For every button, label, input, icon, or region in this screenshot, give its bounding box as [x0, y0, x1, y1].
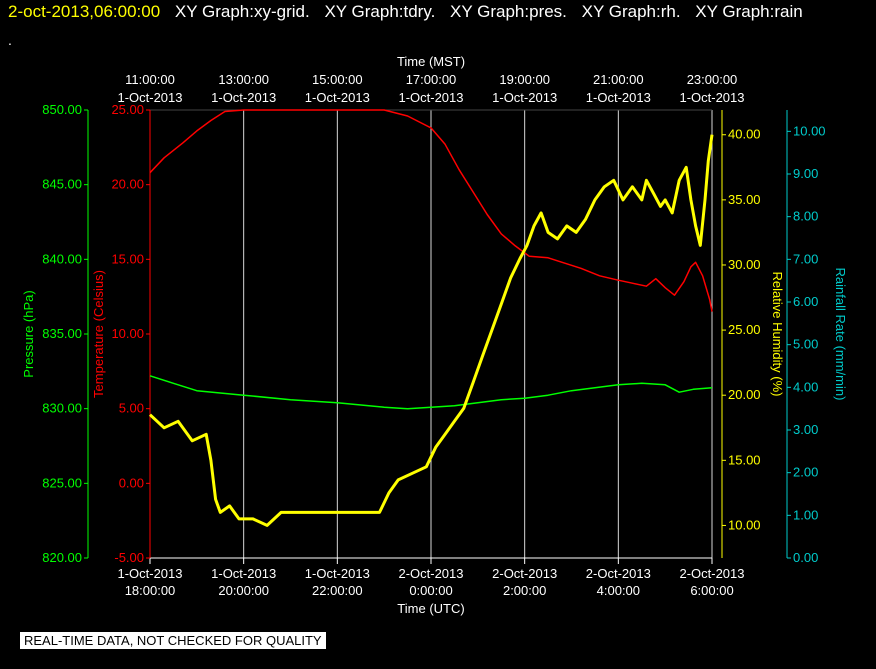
rain-tick-label: 2.00	[793, 465, 818, 480]
rain-tick-label: 0.00	[793, 550, 818, 565]
mst-tick-time: 23:00:00	[687, 72, 738, 87]
header-dot: .	[8, 32, 12, 48]
temperature-tick-label: 10.00	[111, 326, 144, 341]
rain-tick-label: 6.00	[793, 294, 818, 309]
x-axis-bottom-label: Time (UTC)	[397, 601, 464, 616]
graph-title-tdry: XY Graph:tdry.	[324, 2, 436, 21]
utc-tick-time: 20:00:00	[218, 583, 269, 598]
pressure-axis-label: Pressure (hPa)	[21, 290, 36, 377]
rain-tick-label: 7.00	[793, 251, 818, 266]
humidity-tick-label: 25.00	[728, 322, 761, 337]
temperature-axis-label: Temperature (Celsius)	[91, 270, 106, 398]
mst-tick-date: 1-Oct-2013	[211, 90, 276, 105]
utc-tick-date: 2-Oct-2013	[398, 566, 463, 581]
humidity-tick-label: 20.00	[728, 387, 761, 402]
mst-tick-date: 1-Oct-2013	[586, 90, 651, 105]
pressure-tick-label: 835.00	[42, 326, 82, 341]
utc-tick-date: 2-Oct-2013	[492, 566, 557, 581]
mst-tick-time: 19:00:00	[499, 72, 550, 87]
utc-tick-date: 2-Oct-2013	[586, 566, 651, 581]
utc-tick-time: 18:00:00	[125, 583, 176, 598]
pressure-tick-label: 840.00	[42, 251, 82, 266]
rain-tick-label: 4.00	[793, 379, 818, 394]
rain-tick-label: 10.00	[793, 123, 826, 138]
timestamp: 2-oct-2013,06:00:00	[8, 2, 161, 21]
rain-tick-label: 5.00	[793, 337, 818, 352]
rain-tick-label: 3.00	[793, 422, 818, 437]
temperature-tick-label: -5.00	[114, 550, 144, 565]
mst-tick-date: 1-Oct-2013	[305, 90, 370, 105]
mst-tick-date: 1-Oct-2013	[679, 90, 744, 105]
rain-axis-label: Rainfall Rate (mm/min)	[833, 268, 848, 401]
mst-tick-time: 21:00:00	[593, 72, 644, 87]
x-axis-top-label: Time (MST)	[397, 54, 465, 69]
mst-tick-date: 1-Oct-2013	[117, 90, 182, 105]
pressure-tick-label: 825.00	[42, 475, 82, 490]
humidity-tick-label: 10.00	[728, 517, 761, 532]
mst-tick-date: 1-Oct-2013	[492, 90, 557, 105]
humidity-tick-label: 40.00	[728, 127, 761, 142]
temperature-tick-label: 20.00	[111, 177, 144, 192]
graph-title-rh: XY Graph:rh.	[581, 2, 681, 21]
utc-tick-date: 2-Oct-2013	[679, 566, 744, 581]
humidity-tick-label: 35.00	[728, 192, 761, 207]
graph-title-xy-grid: XY Graph:xy-grid.	[174, 2, 310, 21]
humidity-axis-label: Relative Humidity (%)	[770, 272, 785, 397]
pressure-tick-label: 830.00	[42, 401, 82, 416]
temperature-tick-label: 25.00	[111, 102, 144, 117]
mst-tick-date: 1-Oct-2013	[398, 90, 463, 105]
pressure-series-line	[149, 375, 713, 410]
temperature-tick-label: 0.00	[119, 475, 144, 490]
pressure-tick-label: 820.00	[42, 550, 82, 565]
utc-tick-time: 22:00:00	[312, 583, 363, 598]
mst-tick-time: 17:00:00	[406, 72, 457, 87]
temperature-tick-label: 5.00	[119, 401, 144, 416]
rain-tick-label: 1.00	[793, 507, 818, 522]
mst-tick-time: 15:00:00	[312, 72, 363, 87]
utc-tick-date: 1-Oct-2013	[305, 566, 370, 581]
utc-tick-time: 2:00:00	[503, 583, 546, 598]
graph-title-pres: XY Graph:pres.	[450, 2, 567, 21]
rain-tick-label: 9.00	[793, 166, 818, 181]
humidity-tick-label: 30.00	[728, 257, 761, 272]
graph-title-rain: XY Graph:rain	[695, 2, 803, 21]
mst-tick-time: 11:00:00	[125, 72, 175, 87]
utc-tick-date: 1-Oct-2013	[117, 566, 182, 581]
quality-warning-badge: REAL-TIME DATA, NOT CHECKED FOR QUALITY	[20, 632, 326, 649]
temperature-tick-label: 15.00	[111, 251, 144, 266]
utc-tick-date: 1-Oct-2013	[211, 566, 276, 581]
humidity-series-line	[148, 134, 714, 527]
utc-tick-time: 6:00:00	[690, 583, 733, 598]
temperature-series-line	[149, 109, 713, 312]
utc-tick-time: 0:00:00	[409, 583, 452, 598]
rain-tick-label: 8.00	[793, 209, 818, 224]
chart-header: 2-oct-2013,06:00:00 XY Graph:xy-grid. XY…	[8, 2, 813, 22]
utc-tick-time: 4:00:00	[597, 583, 640, 598]
humidity-tick-label: 15.00	[728, 452, 761, 467]
pressure-tick-label: 850.00	[42, 102, 82, 117]
mst-tick-time: 13:00:00	[218, 72, 269, 87]
pressure-tick-label: 845.00	[42, 177, 82, 192]
